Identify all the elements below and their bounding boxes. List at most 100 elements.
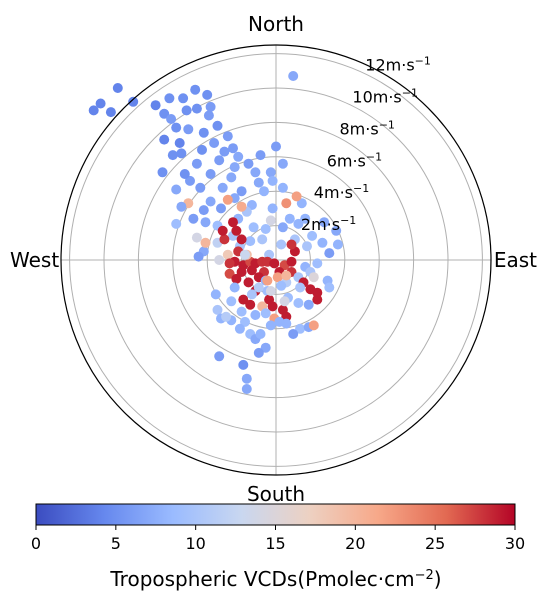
scatter-point bbox=[295, 282, 306, 293]
scatter-point bbox=[198, 127, 209, 138]
radial-tick-label: 2m·s−1 bbox=[301, 214, 356, 235]
scatter-point bbox=[312, 258, 323, 269]
scatter-point bbox=[276, 239, 287, 250]
scatter-point bbox=[253, 282, 264, 293]
scatter-point bbox=[229, 162, 240, 173]
scatter-point bbox=[281, 198, 292, 209]
scatter-point bbox=[105, 107, 116, 118]
scatter-point bbox=[212, 304, 223, 315]
scatter-point bbox=[88, 105, 99, 116]
scatter-point bbox=[269, 258, 280, 269]
scatter-point bbox=[214, 155, 225, 166]
scatter-point bbox=[181, 105, 192, 116]
scatter-point bbox=[128, 96, 139, 107]
scatter-point bbox=[245, 236, 256, 247]
scatter-point bbox=[260, 308, 271, 319]
scatter-point bbox=[95, 98, 106, 109]
scatter-point bbox=[271, 141, 281, 152]
scatter-point bbox=[217, 225, 228, 236]
scatter-point bbox=[288, 71, 299, 81]
scatter-point bbox=[157, 167, 168, 178]
scatter-point bbox=[200, 217, 211, 228]
scatter-point bbox=[190, 84, 201, 95]
colorbar-label: Tropospheric VCDs(Pmolec·cm−2) bbox=[109, 567, 441, 591]
scatter-point bbox=[255, 150, 266, 161]
scatter-point bbox=[303, 299, 314, 310]
colorbar-tick-label: 0 bbox=[31, 534, 41, 553]
scatter-point bbox=[188, 213, 199, 224]
scatter-point bbox=[276, 280, 287, 291]
scatter-point bbox=[260, 342, 271, 353]
scatter-point bbox=[205, 169, 216, 179]
scatter-point bbox=[226, 172, 237, 183]
scatter-point bbox=[202, 89, 213, 100]
scatter-point bbox=[166, 114, 177, 124]
colorbar-tick-label: 30 bbox=[505, 534, 525, 553]
colorbar-label-text: Tropospheric VCDs(Pmolec·cm bbox=[109, 567, 414, 591]
scatter-point bbox=[209, 138, 220, 148]
scatter-point bbox=[167, 150, 178, 161]
polar-frame bbox=[60, 44, 492, 476]
colorbar: 0 5 10 15 20 25 30 Tropospheric VCDs(Pmolec·cm… bbox=[31, 503, 525, 591]
scatter-point bbox=[241, 384, 252, 394]
scatter-point bbox=[198, 205, 209, 216]
scatter-point bbox=[222, 249, 233, 260]
scatter-point bbox=[159, 108, 170, 119]
scatter-point bbox=[284, 213, 295, 224]
scatter-point bbox=[176, 201, 187, 212]
label-west: West bbox=[10, 248, 59, 272]
scatter-point bbox=[272, 272, 283, 283]
scatter-point bbox=[214, 351, 225, 362]
scatter-point bbox=[308, 320, 319, 331]
scatter-point bbox=[262, 275, 273, 286]
scatter-point bbox=[112, 83, 123, 93]
scatter-point bbox=[240, 316, 250, 327]
scatter-point bbox=[281, 318, 292, 329]
scatter-point bbox=[150, 100, 161, 111]
scatter-point bbox=[240, 249, 250, 260]
scatter-point bbox=[212, 120, 223, 131]
scatter-point bbox=[265, 167, 276, 178]
scatter-point bbox=[236, 186, 247, 197]
scatter-point bbox=[307, 230, 318, 241]
scatter-point bbox=[191, 158, 202, 169]
scatter-point bbox=[197, 144, 207, 155]
scatter-point bbox=[267, 203, 278, 214]
scatter-point bbox=[221, 311, 232, 322]
scatter-point bbox=[279, 296, 290, 307]
scatter-point bbox=[217, 182, 228, 193]
scatter-point bbox=[259, 186, 269, 197]
scatter-point bbox=[210, 289, 221, 300]
scatter-point bbox=[229, 282, 240, 293]
scatter-point bbox=[267, 175, 278, 186]
radial-tick-label: 12m·s−1 bbox=[365, 54, 431, 75]
scatter-point bbox=[203, 110, 214, 121]
scatter-point bbox=[228, 217, 238, 228]
scatter-point bbox=[231, 225, 242, 236]
scatter-point bbox=[243, 277, 254, 288]
label-south: South bbox=[247, 482, 305, 506]
label-north: North bbox=[248, 12, 304, 36]
scatter-point bbox=[236, 267, 247, 277]
scatter-point bbox=[246, 265, 257, 276]
radial-tick-label: 8m·s−1 bbox=[340, 118, 395, 139]
scatter-point bbox=[248, 222, 259, 233]
colorbar-ticks: 0 5 10 15 20 25 30 bbox=[31, 525, 525, 553]
scatter-point bbox=[179, 169, 190, 179]
scatter-point bbox=[324, 282, 335, 293]
radial-tick-label: 6m·s−1 bbox=[327, 150, 382, 171]
scatter-point bbox=[159, 134, 170, 145]
scatter-point bbox=[236, 201, 247, 212]
scatter-point bbox=[174, 138, 185, 148]
scatter-point bbox=[253, 347, 264, 358]
scatter-point bbox=[250, 310, 261, 320]
scatter-point bbox=[312, 287, 323, 298]
scatter-point bbox=[277, 158, 288, 169]
scatter-point bbox=[245, 299, 256, 310]
scatter-point bbox=[164, 93, 175, 104]
scatter-point bbox=[265, 320, 276, 331]
colorbar-label-close: ) bbox=[434, 567, 442, 591]
scatter-point bbox=[233, 151, 244, 162]
scatter-point bbox=[332, 239, 343, 250]
